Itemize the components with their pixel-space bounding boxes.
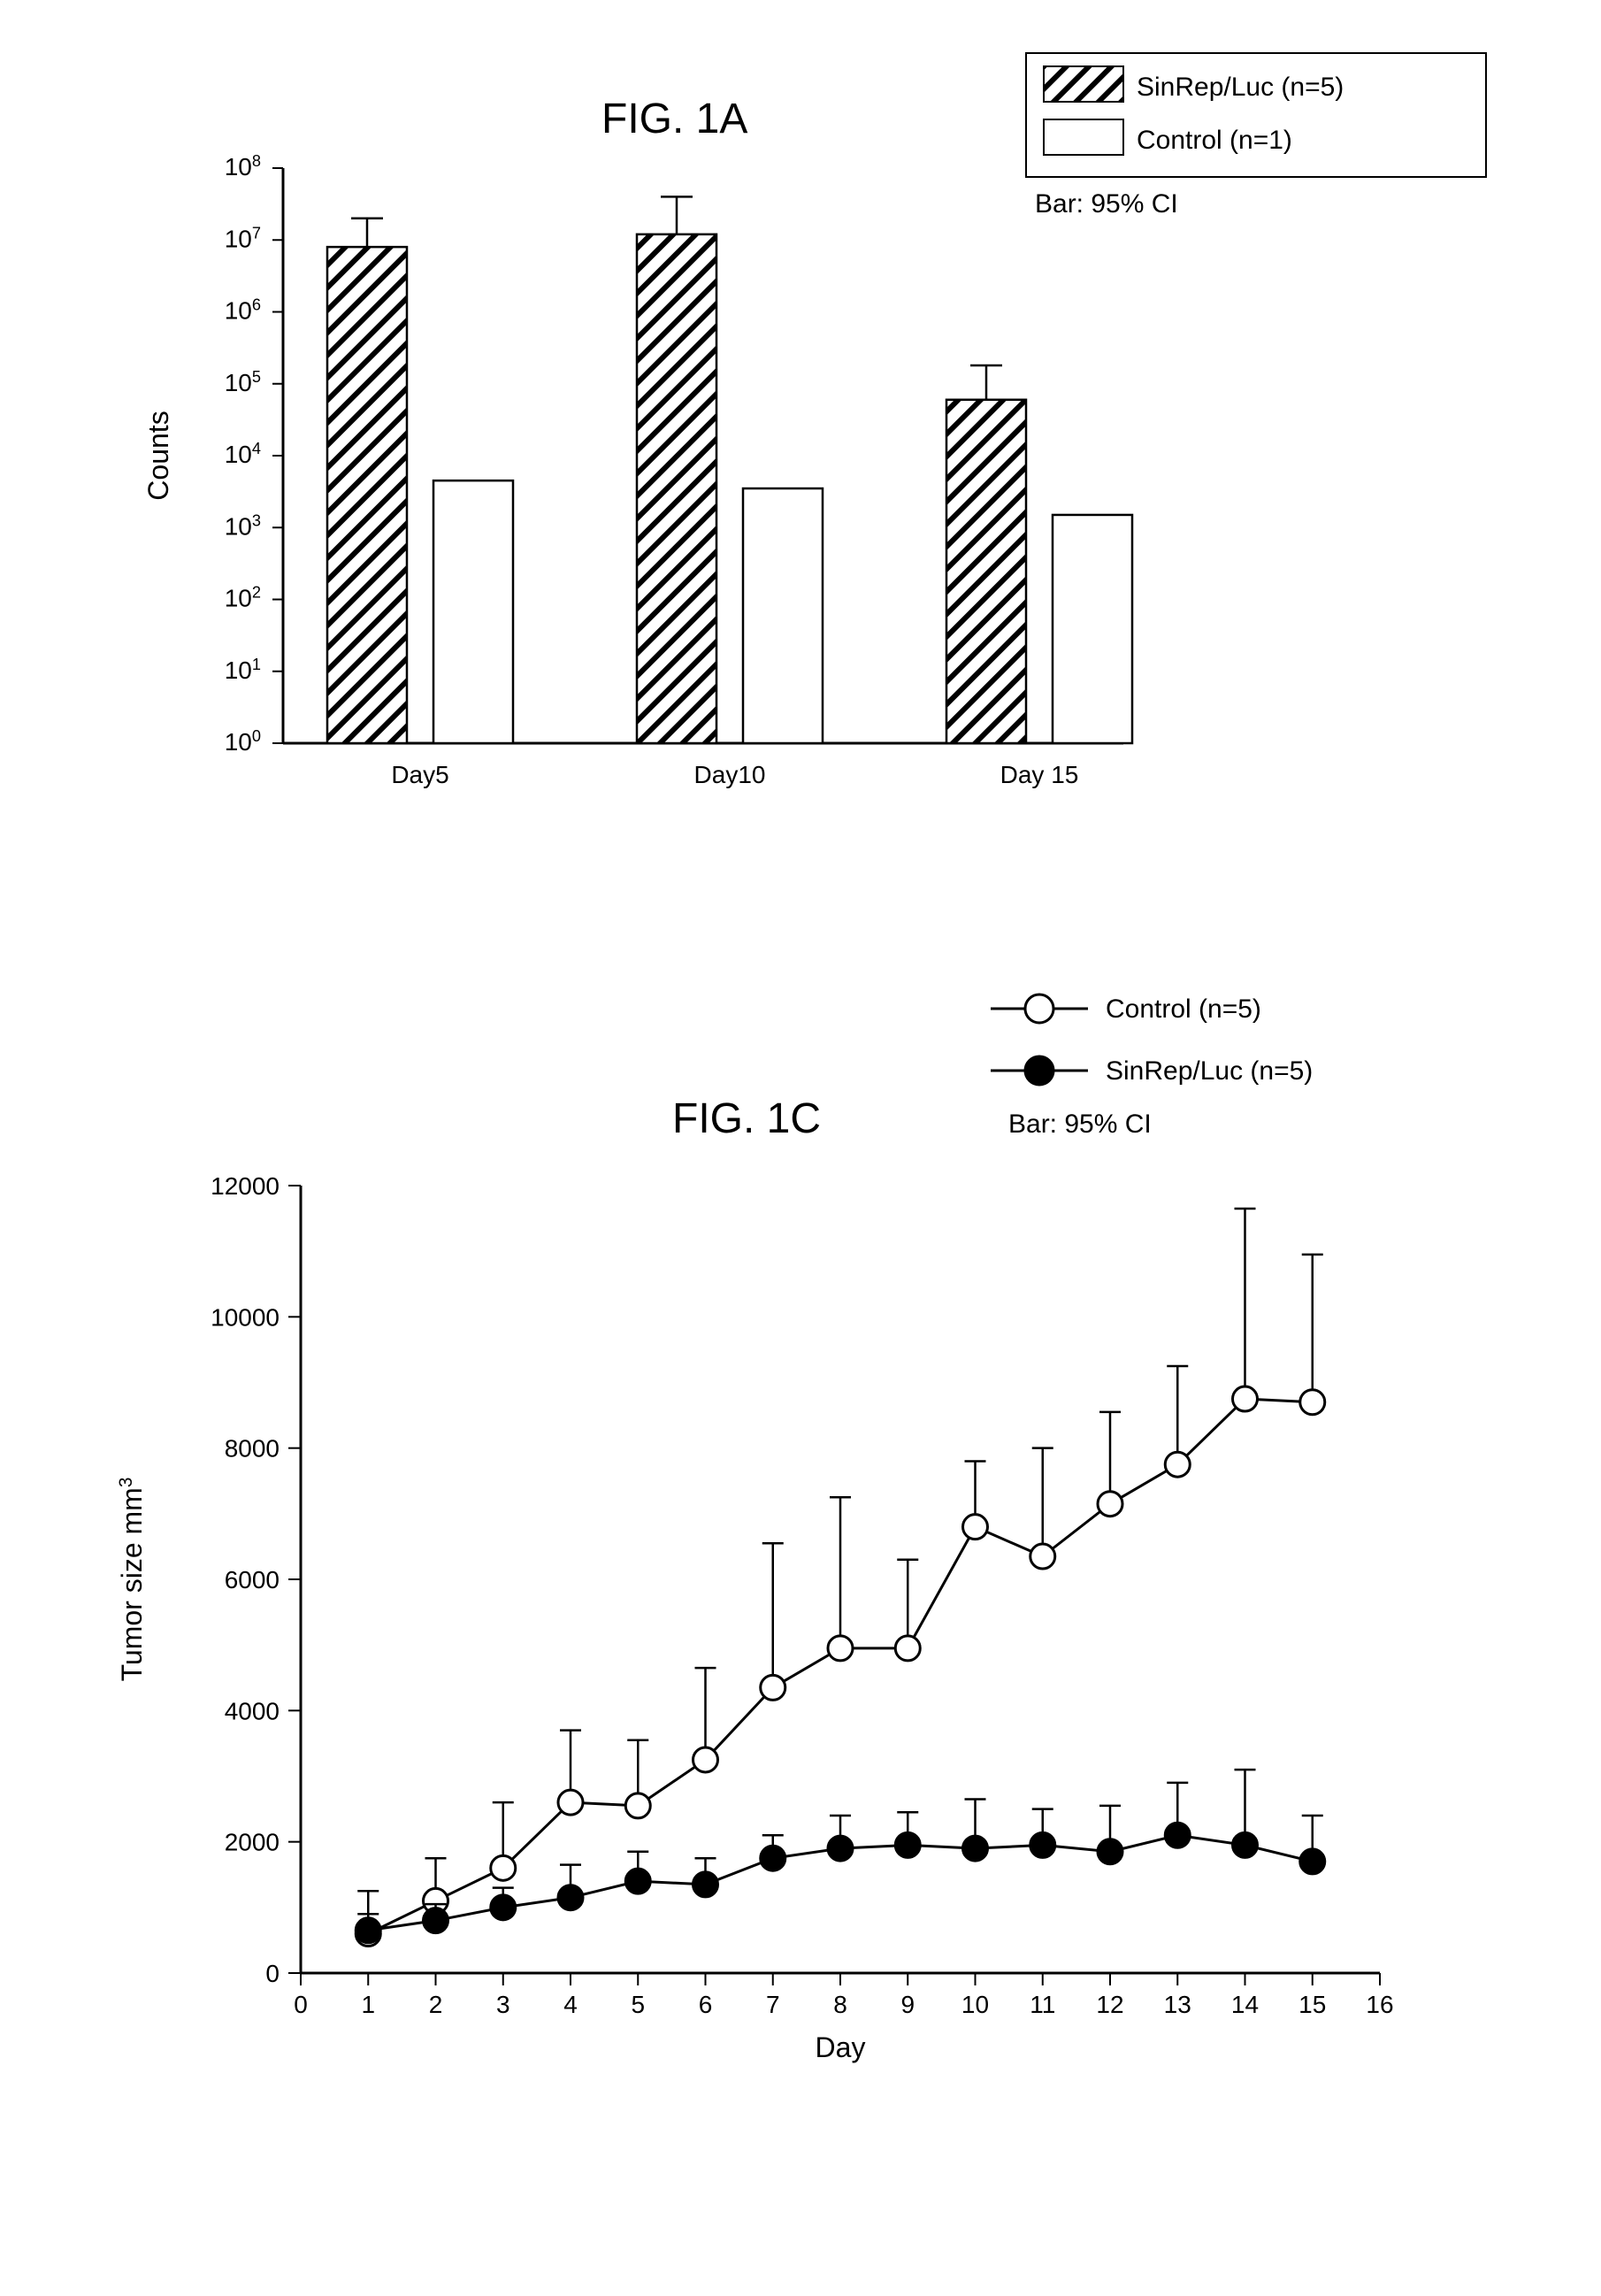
x-tick-label: 2 — [429, 1991, 443, 2018]
series-marker — [558, 1885, 583, 1910]
series-marker — [1030, 1832, 1055, 1857]
x-tick-label: 0 — [294, 1991, 308, 2018]
series-marker — [558, 1790, 583, 1815]
bar — [1053, 515, 1132, 743]
series-marker — [1300, 1390, 1325, 1415]
y-tick-label: 106 — [225, 296, 261, 325]
series-marker — [491, 1895, 516, 1920]
x-tick-label: 4 — [563, 1991, 578, 2018]
fig-1a-svg: FIG. 1A SinRep/Luc (n=5) Control (n=1) Bar:… — [35, 35, 1539, 849]
legend-swatch-open — [1044, 119, 1123, 155]
x-tick-label: 11 — [1030, 1991, 1055, 2018]
bar — [946, 400, 1026, 743]
x-tick-label: 3 — [496, 1991, 510, 2018]
svg-text:Tumor size mm3: Tumor size mm3 — [116, 1478, 149, 1682]
y-tick-label: 101 — [225, 656, 261, 684]
legend-note: Bar: 95% CI — [1008, 1110, 1152, 1139]
x-tick-label: 1 — [361, 1991, 375, 2018]
x-tick-label: 14 — [1231, 1991, 1259, 2018]
y-tick-label: 10000 — [211, 1303, 280, 1331]
x-tick-label: 15 — [1298, 1991, 1326, 2018]
legend-label-control: Control (n=1) — [1137, 126, 1292, 155]
legend-marker-open — [1025, 994, 1053, 1023]
series-marker — [1233, 1832, 1258, 1857]
legend-label-control: Control (n=5) — [1106, 994, 1261, 1024]
y-tick-label: 104 — [225, 440, 261, 468]
y-tick-label: 2000 — [225, 1829, 280, 1856]
y-tick-label: 105 — [225, 368, 261, 396]
bar — [433, 480, 513, 743]
series-marker — [761, 1675, 785, 1700]
bar — [743, 488, 823, 743]
legend-swatch-hatch — [1044, 66, 1123, 102]
series-marker — [828, 1836, 853, 1861]
series-marker — [895, 1636, 920, 1661]
fig-1a-legend: SinRep/Luc (n=5) Control (n=1) — [1026, 53, 1486, 177]
series-marker — [693, 1872, 718, 1897]
y-tick-label: 8000 — [225, 1435, 280, 1463]
x-tick-label: 5 — [631, 1991, 645, 2018]
x-tick-label: 16 — [1366, 1991, 1393, 2018]
series-marker — [828, 1636, 853, 1661]
legend-label-sinrep: SinRep/Luc (n=5) — [1137, 73, 1344, 102]
y-tick-label: 107 — [225, 224, 261, 252]
fig-1c-svg: FIG. 1C Control (n=5) SinRep/Luc (n=5) Bar:… — [35, 956, 1539, 2106]
series-marker — [1300, 1849, 1325, 1874]
bar — [327, 247, 407, 743]
x-tick-label: 10 — [961, 1991, 989, 2018]
bar — [637, 234, 716, 743]
fig-1c-legend: Control (n=5) SinRep/Luc (n=5) — [991, 994, 1313, 1086]
series-marker — [963, 1836, 988, 1861]
series-marker — [1165, 1823, 1190, 1847]
series-marker — [625, 1793, 650, 1818]
series-marker — [963, 1515, 988, 1540]
x-tick-label: Day5 — [391, 761, 448, 788]
series-marker — [1098, 1839, 1122, 1864]
y-tick-label: 0 — [265, 1960, 280, 1987]
legend-marker-filled — [1025, 1056, 1053, 1085]
series-marker — [1098, 1492, 1122, 1517]
legend-label-sinrep: SinRep/Luc (n=5) — [1106, 1056, 1313, 1086]
y-tick-label: 100 — [225, 727, 261, 756]
series-marker — [1030, 1544, 1055, 1569]
x-tick-label: Day10 — [694, 761, 766, 788]
y-tick-label: 12000 — [211, 1172, 280, 1200]
fig-1a-container: FIG. 1A SinRep/Luc (n=5) Control (n=1) Bar:… — [35, 35, 1566, 849]
y-tick-label: 103 — [225, 511, 261, 540]
y-tick-label: 4000 — [225, 1697, 280, 1724]
fig-1c-container: FIG. 1C Control (n=5) SinRep/Luc (n=5) Bar:… — [35, 956, 1566, 2106]
x-tick-label: 6 — [699, 1991, 713, 2018]
x-tick-label: 13 — [1164, 1991, 1191, 2018]
series-marker — [1233, 1386, 1258, 1411]
series-marker — [693, 1747, 718, 1772]
y-axis-label: Tumor size mm3 — [116, 1478, 149, 1682]
series-marker — [491, 1855, 516, 1880]
x-tick-label: 8 — [833, 1991, 847, 2018]
x-tick-label: 7 — [766, 1991, 780, 2018]
x-tick-label: 12 — [1096, 1991, 1123, 2018]
series-marker — [761, 1846, 785, 1870]
y-tick-label: 102 — [225, 584, 261, 612]
series-marker — [356, 1918, 380, 1943]
series-marker — [1165, 1452, 1190, 1477]
series-marker — [625, 1869, 650, 1893]
x-tick-label: Day 15 — [1000, 761, 1079, 788]
y-axis-label: Counts — [142, 411, 174, 500]
series-marker — [895, 1832, 920, 1857]
fig-1c-title: FIG. 1C — [672, 1095, 821, 1142]
x-axis-label: Day — [816, 2031, 866, 2063]
fig-1a-title: FIG. 1A — [601, 96, 747, 142]
x-tick-label: 9 — [900, 1991, 915, 2018]
y-tick-label: 108 — [225, 152, 261, 180]
y-tick-label: 6000 — [225, 1566, 280, 1593]
legend-note: Bar: 95% CI — [1035, 189, 1178, 219]
series-marker — [424, 1908, 448, 1933]
